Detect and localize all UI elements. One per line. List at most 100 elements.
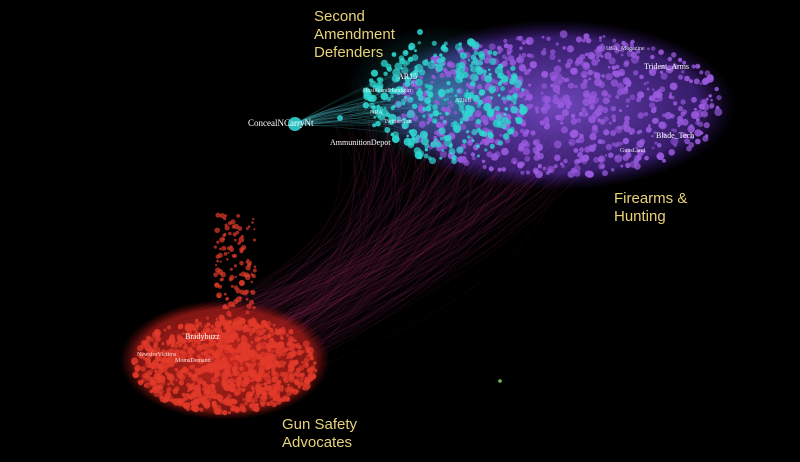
gun-safety-node <box>233 223 239 230</box>
firearms-node <box>608 152 614 158</box>
gun-safety-node <box>219 337 224 342</box>
gun-safety-node <box>228 231 232 236</box>
firearms-node <box>693 108 697 111</box>
gun-safety-node <box>285 333 290 338</box>
firearms-node <box>529 61 537 69</box>
gun-safety-node <box>261 393 268 400</box>
gun-safety-node <box>222 304 228 310</box>
second-amendment-node <box>404 81 411 87</box>
firearms-node <box>584 170 592 177</box>
second-amendment-node <box>477 99 483 105</box>
second-amendment-node <box>459 79 463 83</box>
gun-safety-node <box>299 381 304 387</box>
gun-safety-node <box>248 320 254 327</box>
second-amendment-node <box>375 120 381 127</box>
second-amendment-node <box>399 57 406 65</box>
second-amendment-node <box>495 113 502 120</box>
firearms-node <box>637 91 645 99</box>
firearms-node <box>671 128 674 131</box>
second-amendment-node <box>443 120 447 124</box>
firearms-node <box>589 104 595 110</box>
firearms-node <box>652 66 658 72</box>
gun-safety-node <box>305 363 309 367</box>
gun-safety-node <box>141 373 148 379</box>
firearms-node <box>558 114 565 121</box>
firearms-node <box>542 166 547 171</box>
gun-safety-node <box>186 348 193 355</box>
gun-safety-node <box>168 337 176 345</box>
firearms-node <box>660 72 668 80</box>
gun-safety-node <box>228 372 233 378</box>
firearms-node <box>624 115 630 122</box>
gun-safety-node <box>278 384 284 391</box>
second-amendment-node <box>375 85 383 93</box>
firearms-node <box>552 94 559 100</box>
gun-safety-node <box>251 369 257 376</box>
firearms-node <box>648 95 655 102</box>
firearms-node <box>517 114 521 118</box>
firearms-node <box>599 119 606 126</box>
firearms-node <box>591 58 599 66</box>
firearms-node <box>602 97 610 105</box>
node-label-ar15: AR15 <box>398 72 418 81</box>
gun-safety-node <box>226 258 229 261</box>
second-amendment-node <box>439 112 442 115</box>
gun-safety-node <box>175 341 180 345</box>
gun-safety-node <box>230 355 235 361</box>
gun-safety-node <box>227 411 232 415</box>
firearms-node <box>594 108 603 117</box>
second-amendment-node <box>484 148 488 152</box>
second-amendment-node <box>506 128 514 135</box>
gun-safety-node <box>260 383 264 386</box>
firearms-node <box>653 131 657 135</box>
gun-safety-node <box>159 373 162 376</box>
gun-safety-node <box>138 380 144 386</box>
second-amendment-node <box>471 128 478 136</box>
firearms-node <box>645 126 652 133</box>
firearms-node <box>525 170 530 175</box>
gun-safety-node <box>209 366 212 370</box>
second-amendment-node <box>501 96 506 101</box>
second-amendment-node <box>430 141 438 148</box>
gun-safety-node <box>233 285 239 291</box>
gun-safety-node <box>272 323 276 327</box>
gun-safety-node <box>248 398 251 402</box>
gun-safety-node <box>245 227 249 231</box>
second-amendment-node <box>497 93 501 97</box>
firearms-node <box>521 52 527 58</box>
gun-safety-node <box>215 317 219 321</box>
gun-safety-node <box>240 234 244 239</box>
gun-safety-node <box>241 371 249 378</box>
gun-safety-node <box>247 364 255 371</box>
second-amendment-node <box>407 96 414 103</box>
gun-safety-node <box>134 364 141 372</box>
gun-safety-node <box>250 290 256 295</box>
gun-safety-node <box>262 334 268 340</box>
firearms-node <box>615 64 620 69</box>
second-amendment-node <box>502 133 510 140</box>
second-amendment-node <box>446 98 449 101</box>
firearms-node <box>580 82 588 90</box>
firearms-node <box>430 80 434 84</box>
gun-safety-node <box>277 393 281 397</box>
firearms-node <box>635 49 641 54</box>
gun-safety-node <box>223 385 230 392</box>
gun-safety-node <box>168 348 175 355</box>
second-amendment-node <box>372 84 377 89</box>
gun-safety-node <box>194 390 198 395</box>
second-amendment-node <box>465 89 469 92</box>
gun-safety-node <box>232 232 237 237</box>
gun-safety-node <box>232 253 237 259</box>
firearms-node <box>654 141 658 145</box>
gun-safety-node <box>196 344 203 352</box>
firearms-node <box>426 121 430 125</box>
gun-safety-node <box>158 365 161 368</box>
firearms-node <box>683 75 690 82</box>
firearms-node <box>597 44 606 52</box>
gun-safety-node <box>288 347 291 350</box>
firearms-node <box>434 130 439 135</box>
firearms-node <box>597 59 601 62</box>
gun-safety-node <box>210 384 215 389</box>
firearms-node <box>511 86 519 94</box>
second-amendment-node <box>456 146 464 154</box>
